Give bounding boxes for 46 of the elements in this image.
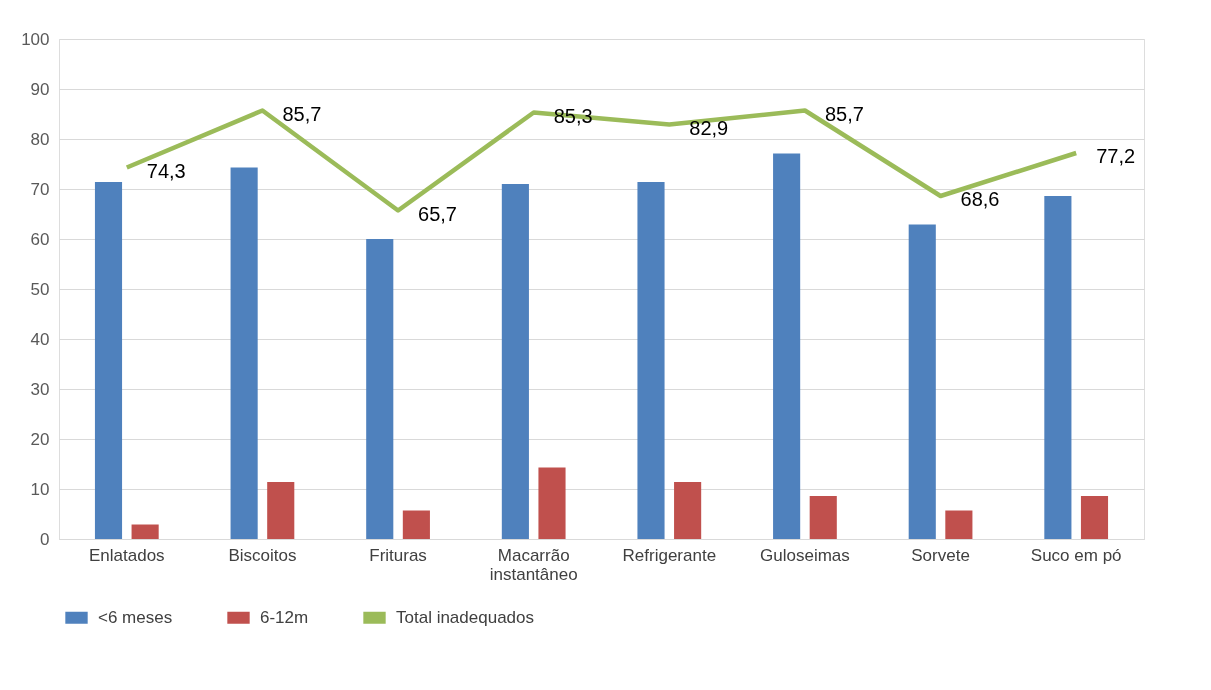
data-label: 85,7 — [824, 102, 864, 125]
y-tick-label: 0 — [40, 529, 50, 549]
bar — [366, 239, 394, 539]
y-tick-label: 80 — [30, 129, 50, 149]
x-tick-label: Guloseimas — [760, 545, 850, 565]
data-label: 65,7 — [418, 202, 457, 225]
bar — [908, 224, 936, 539]
data-label: 85,7 — [282, 102, 322, 125]
bar — [1080, 496, 1109, 539]
bar — [94, 182, 123, 539]
bar — [402, 510, 430, 539]
bar — [538, 467, 566, 539]
data-label: 82,9 — [689, 116, 729, 139]
bar — [267, 482, 295, 539]
y-tick-label: 20 — [30, 429, 50, 449]
x-tick-label: Suco em pó — [1030, 545, 1122, 565]
bar — [230, 167, 258, 539]
x-tick-label: Sorvete — [911, 545, 970, 565]
bar — [637, 182, 665, 539]
x-tick-label: Biscoitos — [228, 545, 297, 565]
x-tick-label: Macarrão instantâneo — [489, 545, 578, 584]
bar — [945, 510, 973, 539]
x-tick-label: Frituras — [369, 545, 427, 565]
bar — [773, 153, 801, 539]
bar — [674, 482, 702, 539]
x-tick-label: Enlatados — [89, 545, 165, 565]
y-tick-label: 90 — [30, 79, 50, 99]
data-label: 68,6 — [960, 188, 1000, 210]
legend-label: 6-12m — [260, 607, 309, 627]
y-tick-label: 30 — [30, 379, 50, 399]
y-tick-label: 70 — [30, 179, 50, 199]
legend-label: <6 meses — [98, 607, 173, 627]
data-label: 85,3 — [553, 104, 593, 127]
bar — [501, 184, 529, 539]
x-tick-label: Refrigerante — [622, 545, 717, 565]
bar — [809, 496, 837, 539]
bar — [131, 524, 159, 539]
data-label: 77,2 — [1096, 145, 1136, 167]
y-tick-label: 60 — [30, 229, 50, 249]
y-tick-label: 50 — [30, 279, 50, 299]
y-tick-label: 40 — [30, 329, 50, 349]
data-label: 74,3 — [146, 159, 186, 182]
legend-label: Total inadequados — [396, 607, 535, 627]
y-tick-label: 10 — [30, 479, 50, 499]
bar — [1044, 196, 1072, 539]
y-tick-label: 100 — [21, 29, 50, 49]
